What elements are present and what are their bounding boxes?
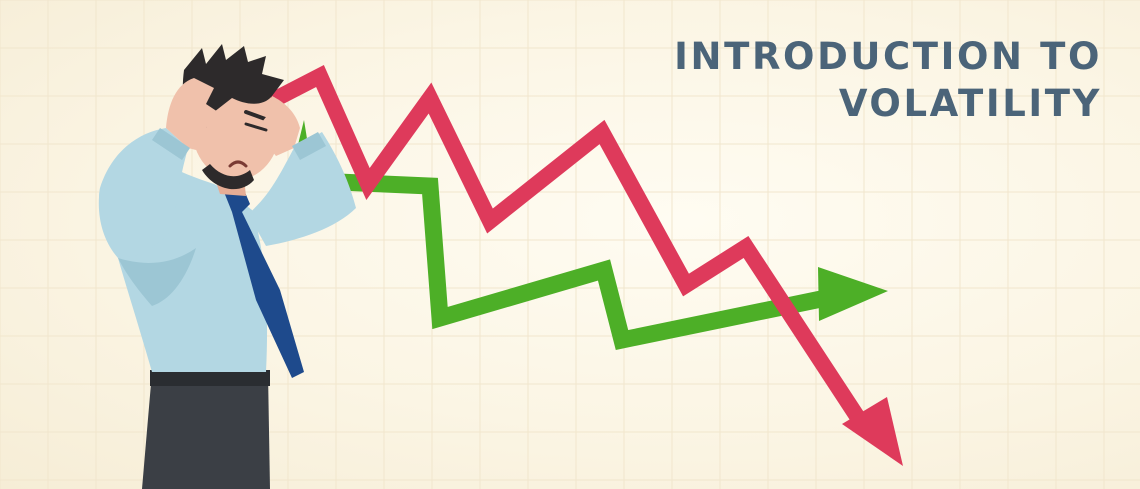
mouth	[228, 160, 248, 168]
right-arm	[248, 132, 356, 246]
left-cuff	[152, 128, 190, 160]
left-arm	[98, 128, 188, 258]
left-hand	[166, 78, 218, 150]
belt	[150, 370, 270, 386]
stressed-businessman	[98, 44, 356, 489]
right-hand	[262, 96, 300, 156]
down-trend-line	[254, 65, 873, 435]
down-arrow-head	[842, 397, 903, 466]
shirt-shadow	[118, 248, 196, 306]
up-trend-line	[291, 171, 828, 350]
page-title: INTRODUCTION TO VOLATILITY	[674, 34, 1102, 127]
trousers	[142, 372, 270, 489]
beard	[202, 164, 254, 190]
title-line-2: VOLATILITY	[838, 81, 1102, 125]
up-arrow-head	[818, 267, 888, 321]
tie	[224, 190, 304, 378]
eyebrow	[244, 110, 270, 122]
eye	[244, 122, 268, 132]
right-cuff	[292, 132, 326, 160]
arrow-trend-down-icon	[254, 65, 903, 466]
title-line-1: INTRODUCTION TO	[674, 35, 1102, 78]
